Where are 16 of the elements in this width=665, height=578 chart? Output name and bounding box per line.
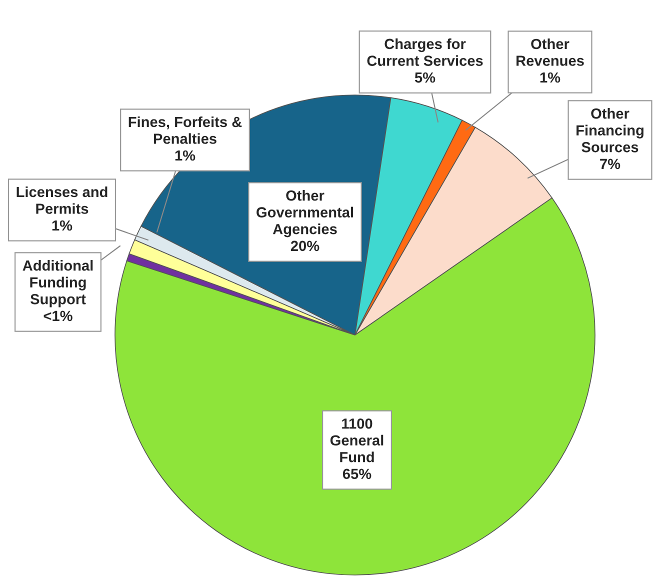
slice-label: 1100 General Fund <box>330 418 384 462</box>
data-label: 65% <box>342 468 372 480</box>
data-label: 5% <box>414 72 436 83</box>
slice-label: Fines, Forfeits & Penalties <box>128 116 242 144</box>
data-label: 1% <box>52 220 72 231</box>
slice-label: Licenses and Permits <box>16 186 108 214</box>
data-label: 20% <box>290 240 320 252</box>
slice-label: Other Governmental Agencies <box>256 190 353 238</box>
data-label: 7% <box>600 158 620 170</box>
slice-label: Other Revenues <box>516 38 584 66</box>
data-label: 1% <box>175 150 196 161</box>
slice-label: Other Financing Sources <box>576 108 644 152</box>
slice-label: Charges for Current Services <box>367 38 483 66</box>
data-label: 1% <box>540 72 560 83</box>
slice-label: Additional Funding Support <box>22 260 93 308</box>
data-label: <1% <box>44 310 72 322</box>
